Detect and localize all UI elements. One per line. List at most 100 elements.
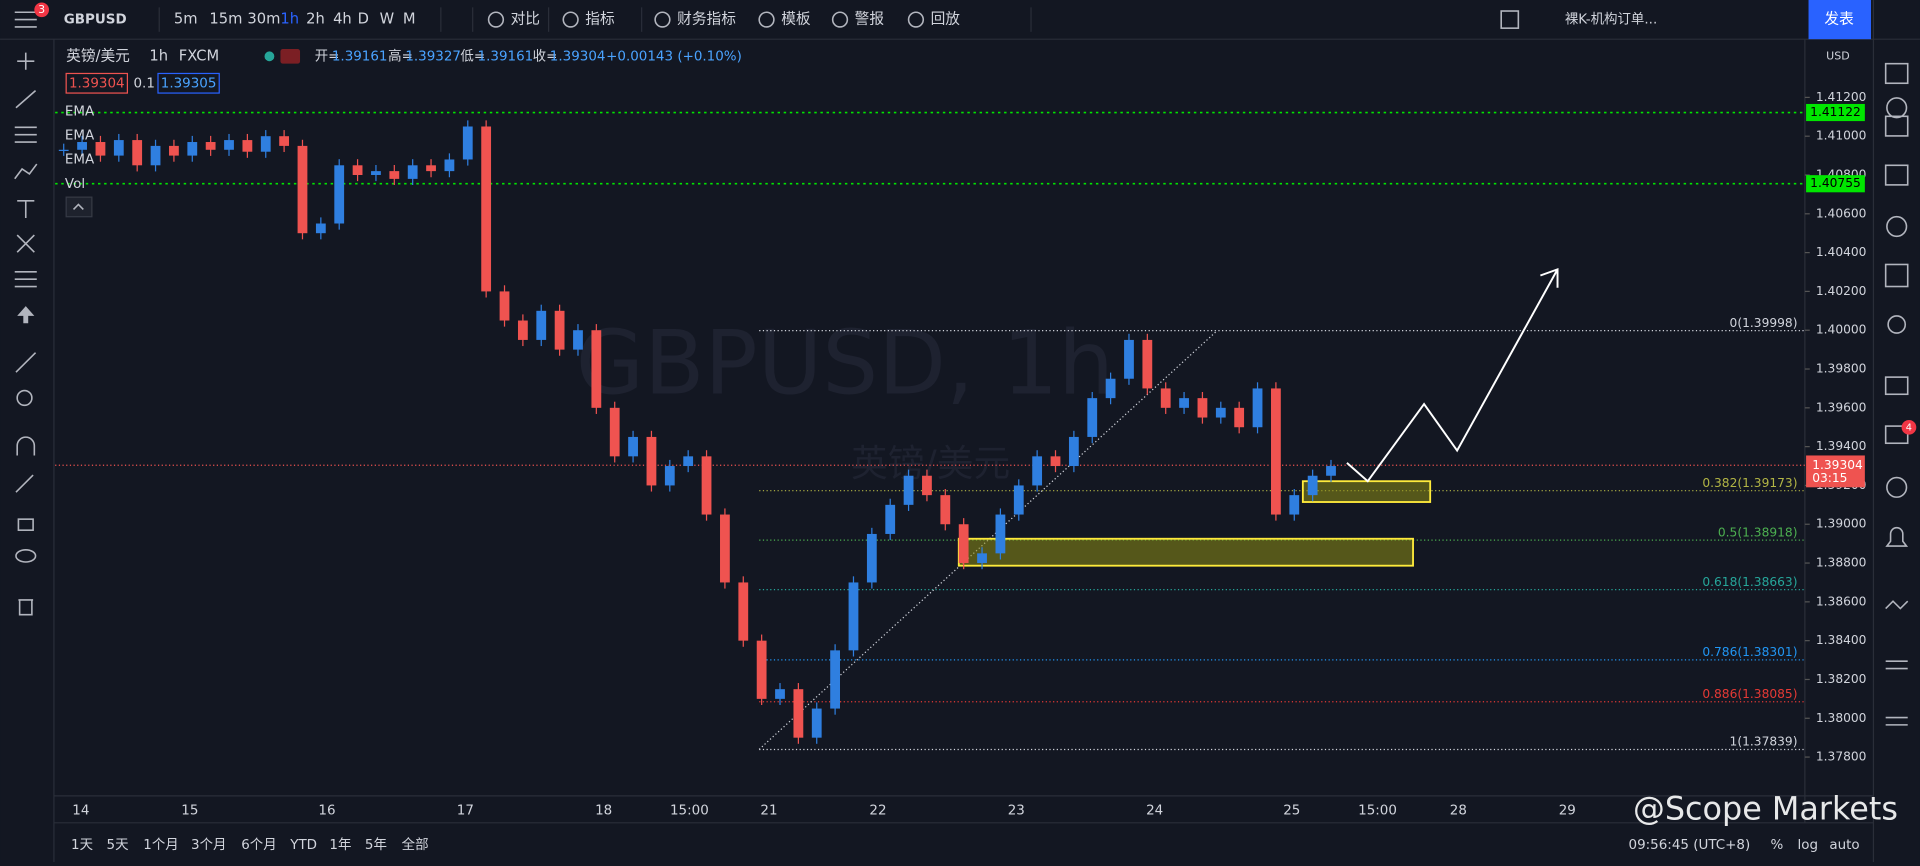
scale-option[interactable]: auto <box>1829 838 1859 853</box>
y-tick-label: 1.38800 <box>1816 556 1867 570</box>
candle <box>426 165 436 172</box>
hline-tag <box>1806 103 1865 122</box>
candle <box>113 140 124 156</box>
interval[interactable]: W <box>380 11 395 28</box>
x-tick-label: 23 <box>1008 804 1025 819</box>
candle <box>481 126 492 292</box>
range-button[interactable]: 1天 <box>71 838 93 853</box>
range-button[interactable]: 3个月 <box>191 837 226 853</box>
y-tick-label: 1.40600 <box>1816 206 1867 220</box>
candle <box>1179 398 1189 408</box>
candle <box>389 171 400 179</box>
candle <box>683 456 694 467</box>
high-label: 高= <box>388 47 413 64</box>
toolbar-button[interactable]: 财务指标 <box>677 11 736 28</box>
toolbar-button[interactable]: 警报 <box>855 11 885 28</box>
toolbar-button[interactable]: 模板 <box>781 10 811 28</box>
range-button[interactable]: 1个月 <box>143 837 178 853</box>
menu-badge: 3 <box>38 3 45 16</box>
interval[interactable]: 2h <box>306 11 325 28</box>
range-button[interactable]: 6个月 <box>241 837 276 853</box>
fib-label: 1(1.37839) <box>1730 735 1798 749</box>
candle <box>591 330 602 408</box>
interval[interactable]: 15m <box>209 11 242 28</box>
interval[interactable]: 1h <box>280 11 299 28</box>
scale-option[interactable]: log <box>1798 838 1819 853</box>
legend-pair: 英镑/美元 <box>66 46 130 64</box>
status-flag <box>280 48 301 64</box>
y-tick-label: 1.38200 <box>1816 672 1867 686</box>
x-tick-label: 15:00 <box>670 804 709 819</box>
publish-button[interactable] <box>1808 0 1871 40</box>
bid-box[interactable] <box>65 72 128 94</box>
candle <box>1197 398 1208 418</box>
menu-icon[interactable]: 3 <box>14 2 50 28</box>
range-button[interactable]: 5天 <box>107 838 129 853</box>
hline-label: 1.40755 <box>1810 176 1861 190</box>
candle <box>95 142 106 156</box>
scale-option[interactable]: % <box>1771 838 1784 853</box>
toolbar-button[interactable]: 对比 <box>511 11 540 28</box>
y-tick-label: 1.38400 <box>1816 633 1867 647</box>
y-tick-label: 1.40200 <box>1816 284 1867 298</box>
toolbar-icon <box>487 11 505 28</box>
symbol[interactable]: GBPUSD <box>64 13 127 28</box>
fib-label: 0(1.39998) <box>1730 316 1798 330</box>
candle <box>885 504 896 534</box>
candle <box>224 140 234 150</box>
range-button[interactable]: YTD <box>289 838 317 853</box>
study-label: EMA <box>65 104 95 119</box>
y-tick-label: 1.40000 <box>1816 323 1867 337</box>
candle <box>1032 456 1043 486</box>
layout-name[interactable]: 裸K-机构订单... <box>1565 12 1657 28</box>
legend-source: FXCM <box>179 47 219 64</box>
candle <box>1050 456 1061 467</box>
candle <box>1289 495 1300 515</box>
candle <box>775 689 785 699</box>
layout-icon[interactable] <box>1500 10 1520 29</box>
x-tick-label: 15 <box>181 804 198 819</box>
range-button[interactable]: 5年 <box>365 837 387 853</box>
toolbar-button[interactable]: 指标 <box>585 11 615 28</box>
candle <box>1234 407 1245 428</box>
interval[interactable]: 4h <box>333 11 352 28</box>
fib-label: 0.382(1.39173) <box>1702 476 1797 490</box>
interval[interactable]: M <box>403 11 416 28</box>
candle <box>866 533 877 583</box>
candle <box>554 310 565 350</box>
y-tick-label: 1.38000 <box>1816 711 1867 725</box>
left-tools <box>14 52 38 616</box>
candle <box>1271 388 1281 515</box>
hline-tag <box>1806 175 1865 193</box>
candle <box>297 145 308 234</box>
toolbar-icon <box>562 11 579 28</box>
interval[interactable]: D <box>358 11 369 28</box>
y-tick-label: 1.39600 <box>1816 400 1867 414</box>
interval[interactable]: 30m <box>247 11 280 28</box>
candle <box>903 475 914 505</box>
candle <box>499 291 510 321</box>
interval[interactable]: 5m <box>174 11 198 28</box>
candle <box>1124 339 1134 379</box>
candle <box>1215 407 1226 418</box>
ask-box[interactable] <box>157 72 220 94</box>
candle <box>646 436 657 486</box>
range-button[interactable]: 1年 <box>329 837 351 853</box>
high-value: 1.39327 <box>405 49 461 64</box>
collapse-button[interactable] <box>65 196 93 218</box>
publish-label: 发表 <box>1824 11 1854 28</box>
candle <box>1307 475 1318 496</box>
status-dot <box>264 51 275 62</box>
candle <box>1105 378 1116 399</box>
candle <box>848 582 859 651</box>
fib-label: 0.5(1.38918) <box>1718 525 1798 539</box>
toolbar-button[interactable]: 回放 <box>931 11 961 28</box>
range-button[interactable]: 全部 <box>402 836 429 853</box>
low-label: 低= <box>460 48 485 64</box>
candle <box>150 145 161 166</box>
hline-label: 1.41122 <box>1810 105 1861 119</box>
candle <box>187 142 198 156</box>
candle <box>1326 466 1336 476</box>
candle <box>407 165 418 179</box>
